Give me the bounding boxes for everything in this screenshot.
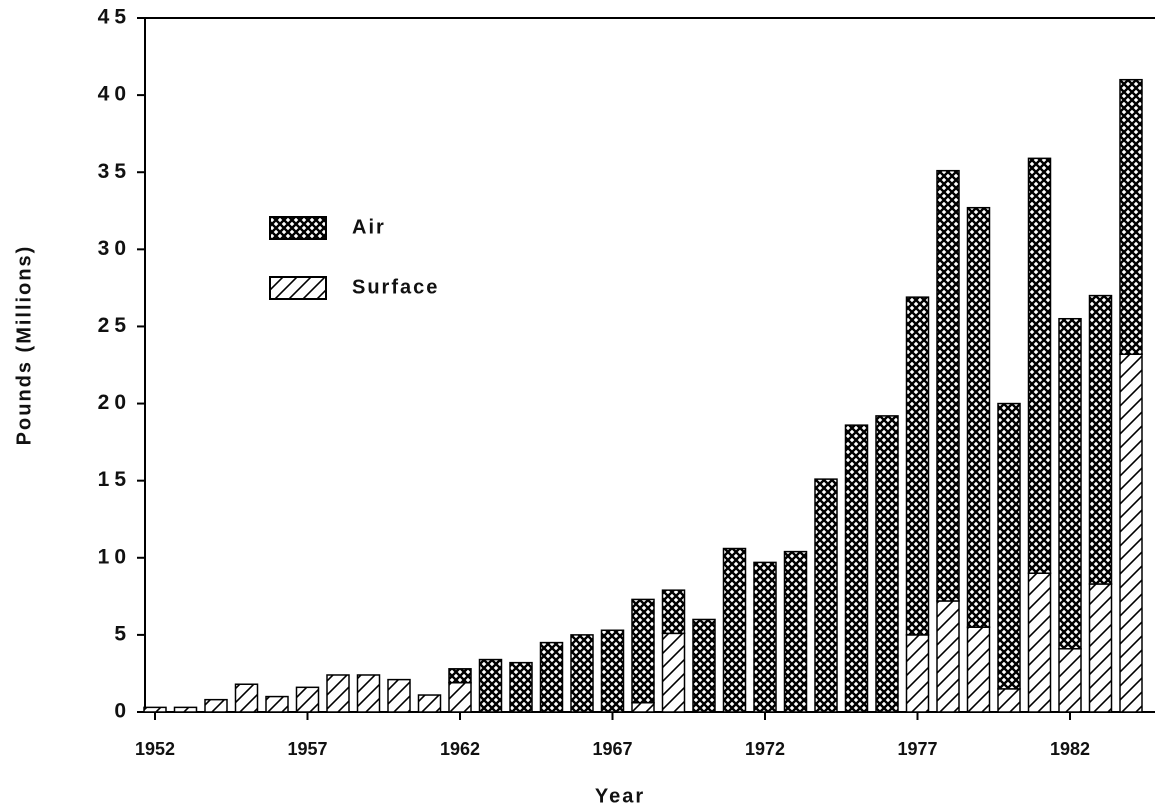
- bar-segment: [1119, 353, 1143, 713]
- y-axis-label: Pounds (Millions): [13, 245, 35, 446]
- bar-segment: [173, 706, 198, 713]
- x-tick-label: 1972: [745, 739, 785, 759]
- y-tick-label: 35: [98, 160, 131, 183]
- bar-segment: [905, 296, 930, 636]
- legend-swatch: [269, 216, 327, 240]
- y-tick-label: 45: [98, 6, 131, 29]
- bar-segment: [631, 701, 655, 713]
- bar-segment: [936, 600, 960, 713]
- x-tick-label: 1977: [897, 739, 937, 759]
- bar-segment: [1088, 294, 1113, 585]
- bar-segment: [936, 169, 960, 602]
- bar-segment: [844, 424, 869, 713]
- bar-segment: [753, 561, 777, 713]
- x-tick-label: 1982: [1050, 739, 1090, 759]
- y-tick-label: 30: [98, 237, 131, 260]
- bar-segment: [966, 626, 991, 713]
- bar-segment: [1058, 648, 1082, 713]
- x-tick-label: 1952: [135, 739, 175, 759]
- legend-swatch: [269, 276, 327, 300]
- bar-segment: [143, 706, 167, 713]
- bar-segment: [204, 698, 228, 713]
- legend-label: Air: [352, 216, 386, 238]
- bar-segment: [1027, 572, 1052, 713]
- legend-label: Surface: [352, 276, 439, 298]
- bar-segment: [356, 674, 381, 713]
- bar-segment: [295, 686, 320, 713]
- bar-segment: [539, 641, 564, 713]
- y-tick-label: 20: [98, 391, 131, 414]
- bar-segment: [448, 668, 472, 684]
- x-tick-label: 1957: [287, 739, 327, 759]
- bar-segment: [234, 683, 259, 713]
- bar-segment: [966, 206, 991, 628]
- bar-segment: [661, 632, 686, 713]
- y-tick-label: 5: [114, 622, 131, 645]
- bar-segment: [692, 618, 716, 713]
- y-tick-label: 40: [98, 83, 131, 106]
- bar-segment: [1088, 583, 1113, 713]
- bar-segment: [326, 674, 350, 713]
- bar-segment: [814, 478, 838, 713]
- bar-segment: [570, 634, 594, 713]
- y-tick-label: 0: [114, 700, 131, 723]
- bar-segment: [448, 681, 472, 713]
- bar-segment: [875, 415, 899, 713]
- x-tick-label: 1967: [592, 739, 632, 759]
- bar-segment: [905, 634, 930, 713]
- bar-segment: [387, 678, 411, 713]
- bar-segment: [417, 694, 442, 713]
- bar-segment: [509, 661, 533, 713]
- bar-segment: [1058, 317, 1082, 650]
- bar-segment: [997, 402, 1021, 690]
- bar-segment: [1027, 157, 1052, 574]
- y-tick-label: 15: [98, 468, 131, 491]
- bar-segment: [722, 547, 747, 713]
- y-tick-label: 25: [98, 314, 131, 337]
- bar-segment: [1119, 78, 1143, 355]
- y-tick-label: 10: [98, 545, 131, 568]
- bar-segment: [631, 598, 655, 704]
- bar-segment: [265, 695, 289, 713]
- bar-segment: [783, 550, 808, 713]
- bar-segment: [997, 688, 1021, 713]
- bar-segment: [478, 658, 503, 713]
- x-tick-label: 1962: [440, 739, 480, 759]
- bar-segment: [661, 589, 686, 635]
- bar-segment: [600, 629, 625, 713]
- x-axis-label: Year: [595, 785, 645, 807]
